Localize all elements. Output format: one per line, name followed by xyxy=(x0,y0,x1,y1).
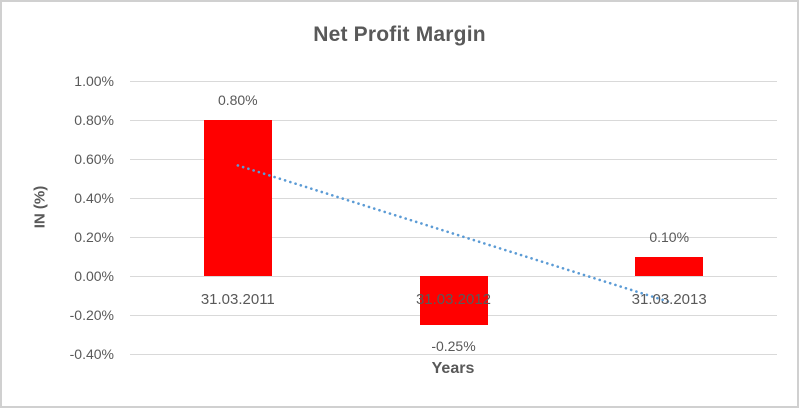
data-label-31.03.2012: -0.25% xyxy=(431,337,476,354)
data-label-31.03.2011: 0.80% xyxy=(217,92,258,108)
y-gridline xyxy=(130,158,777,160)
bar-31.03.2011 xyxy=(203,120,272,276)
y-axis-tick-label: -0.40% xyxy=(69,346,114,362)
chart-title: Net Profit Margin xyxy=(313,23,486,46)
y-gridline xyxy=(130,119,777,121)
x-axis-category-label: 31.03.2013 xyxy=(631,291,707,308)
y-axis-tick-label: 0.60% xyxy=(74,151,114,167)
y-axis-tick-label: 0.80% xyxy=(74,112,114,128)
x-axis-title: Years xyxy=(431,360,475,377)
y-gridline xyxy=(130,80,777,82)
y-axis-tick-label: 0.40% xyxy=(74,190,114,206)
data-label-31.03.2013: 0.10% xyxy=(649,228,690,245)
y-axis-tick-label: 1.00% xyxy=(74,73,114,89)
y-gridline xyxy=(130,353,777,355)
y-axis-tick-label: 0.00% xyxy=(74,268,114,284)
bar-31.03.2013 xyxy=(635,256,704,276)
x-axis-category-label: 31.03.2012 xyxy=(415,291,492,308)
x-axis-category-label: 31.03.2011 xyxy=(200,291,275,308)
y-axis-tick-label: 0.20% xyxy=(74,229,114,245)
y-axis-tick-label: -0.20% xyxy=(69,307,114,323)
